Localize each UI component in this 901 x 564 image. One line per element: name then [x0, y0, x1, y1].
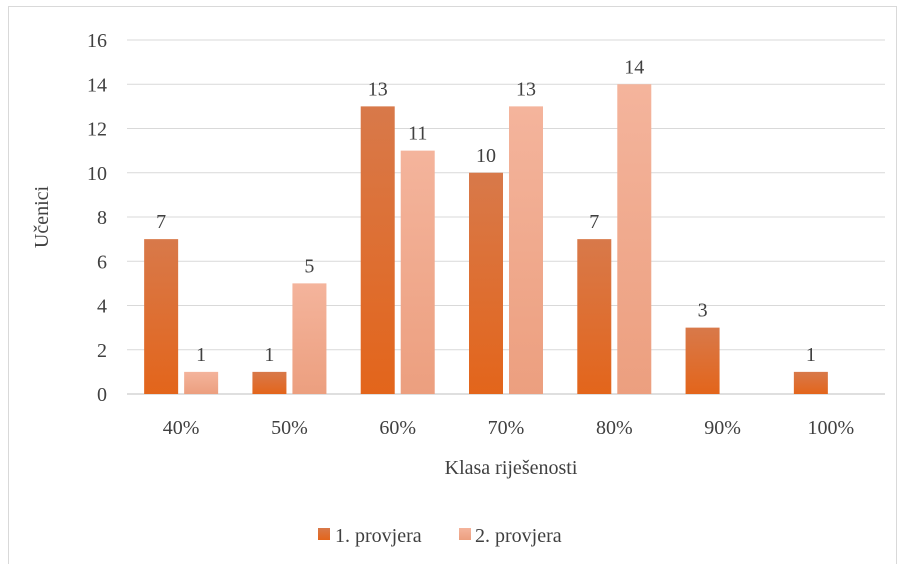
y-tick-label: 0 [97, 384, 107, 406]
legend-swatch-series-2 [459, 528, 471, 540]
bar-series-2 [617, 84, 652, 394]
x-tick-label: 90% [704, 417, 741, 439]
legend: 1. provjera 2. provjera [318, 525, 562, 547]
y-tick-label: 2 [97, 340, 107, 362]
bars [144, 84, 828, 394]
x-axis-title: Klasa riješenosti [445, 457, 578, 479]
bar-series-1 [144, 239, 179, 394]
bar-series-2 [509, 106, 543, 394]
x-tick-label: 70% [488, 417, 525, 439]
data-label-series-1: 1 [806, 344, 816, 366]
x-tick-label: 40% [163, 417, 200, 439]
y-tick-label: 14 [87, 74, 107, 96]
bar-series-1 [685, 327, 720, 394]
x-axis-ticks: 40% 50% 60% 70% 80% 90% 100% [163, 417, 854, 439]
y-tick-label: 4 [97, 296, 107, 318]
bar-series-1 [577, 239, 612, 394]
data-label-series-2: 14 [624, 56, 644, 78]
y-axis-title: Učenici [31, 185, 53, 248]
x-tick-label: 60% [379, 417, 416, 439]
data-label-series-1: 10 [476, 145, 496, 167]
bar-series-2 [400, 150, 435, 394]
y-tick-label: 12 [87, 119, 107, 141]
x-tick-label: 50% [271, 417, 308, 439]
data-label-series-1: 1 [264, 344, 274, 366]
data-label-series-1: 7 [589, 211, 599, 233]
bar-series-1 [469, 172, 503, 394]
data-label-series-2: 11 [408, 123, 427, 145]
y-axis-ticks: 0 2 4 6 8 10 12 14 16 [87, 30, 107, 406]
y-tick-label: 16 [87, 30, 107, 52]
x-tick-label: 80% [596, 417, 633, 439]
data-label-series-2: 13 [516, 78, 536, 100]
bar-series-2 [292, 283, 327, 394]
data-label-series-1: 7 [156, 211, 166, 233]
bar-series-1 [793, 371, 828, 394]
chart-frame [8, 6, 897, 564]
data-label-series-2: 5 [304, 255, 314, 277]
bar-series-2 [184, 371, 219, 394]
data-label-series-1: 3 [698, 300, 708, 322]
bar-series-1 [252, 371, 287, 394]
data-label-series-1: 13 [368, 78, 388, 100]
legend-label-series-2: 2. provjera [475, 525, 562, 547]
legend-swatch-series-1 [318, 528, 330, 540]
y-tick-label: 10 [87, 163, 107, 185]
y-tick-label: 6 [97, 251, 107, 273]
bar-series-1 [360, 106, 395, 394]
data-label-series-2: 1 [196, 344, 206, 366]
gridlines [127, 39, 885, 395]
legend-label-series-1: 1. provjera [335, 525, 422, 547]
x-tick-label: 100% [808, 417, 855, 439]
y-tick-label: 8 [97, 207, 107, 229]
